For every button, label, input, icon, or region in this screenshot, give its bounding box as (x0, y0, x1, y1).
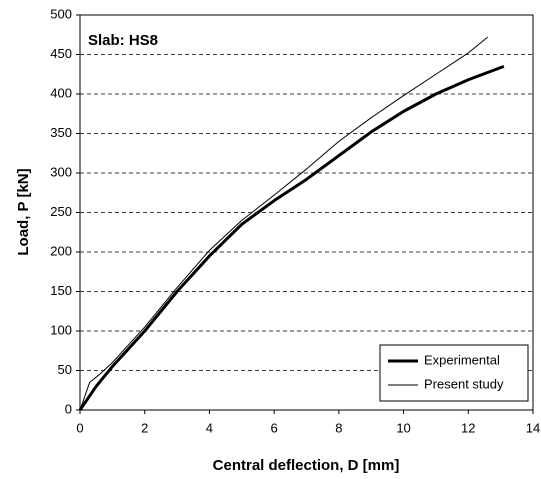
y-tick-label: 200 (50, 243, 72, 258)
x-tick-label: 14 (526, 420, 540, 435)
x-tick-label: 4 (206, 420, 213, 435)
x-tick-label: 2 (141, 420, 148, 435)
legend-label: Experimental (424, 352, 500, 367)
y-tick-label: 450 (50, 46, 72, 61)
x-tick-label: 8 (335, 420, 342, 435)
y-tick-label: 300 (50, 164, 72, 179)
x-axis-label: Central deflection, D [mm] (213, 457, 400, 474)
y-tick-label: 100 (50, 322, 72, 337)
legend-label: Present study (424, 376, 504, 391)
y-tick-label: 250 (50, 204, 72, 219)
y-tick-label: 400 (50, 85, 72, 100)
y-tick-label: 500 (50, 6, 72, 21)
x-tick-label: 6 (271, 420, 278, 435)
y-tick-label: 0 (65, 401, 72, 416)
y-tick-label: 150 (50, 283, 72, 298)
x-tick-label: 0 (76, 420, 83, 435)
plot-frame (79, 14, 534, 411)
y-tick-label: 50 (58, 362, 72, 377)
y-tick-label: 350 (50, 125, 72, 140)
x-tick-label: 12 (461, 420, 475, 435)
series-line (79, 36, 489, 411)
annotation: Slab: HS8 (88, 32, 158, 49)
legend-box (379, 344, 529, 402)
y-axis-label: Load, P [kN] (15, 168, 32, 255)
series-line (78, 64, 505, 411)
x-tick-label: 10 (396, 420, 410, 435)
